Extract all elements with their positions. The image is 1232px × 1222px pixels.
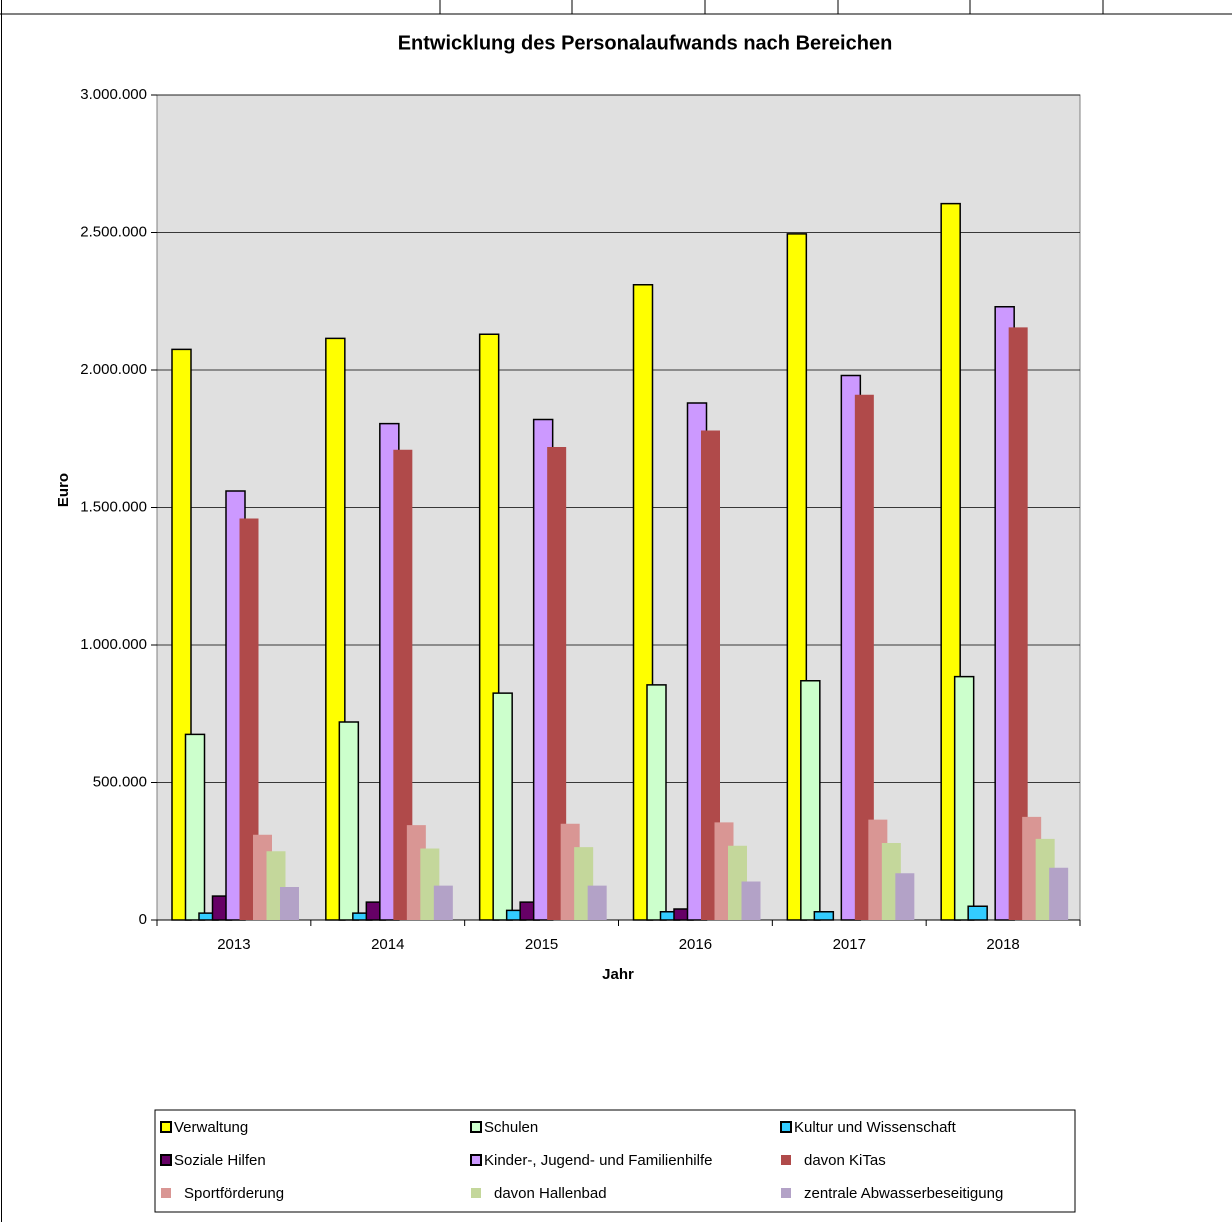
bar xyxy=(895,873,915,920)
x-axis-title: Jahr xyxy=(602,966,634,983)
bar xyxy=(1008,327,1028,920)
legend-swatch xyxy=(470,1154,482,1166)
bar xyxy=(813,911,835,921)
y-tick-label: 2.000.000 xyxy=(80,361,147,378)
bar xyxy=(547,447,567,920)
legend-label: zentrale Abwasserbeseitigung xyxy=(804,1185,1003,1202)
legend-swatch xyxy=(780,1121,792,1133)
legend-label: Kultur und Wissenschaft xyxy=(794,1119,957,1136)
legend xyxy=(154,1109,1076,1213)
legend-label: davon KiTas xyxy=(804,1152,886,1169)
bar xyxy=(184,733,206,921)
bar xyxy=(646,684,667,921)
legend-swatch xyxy=(470,1121,482,1133)
legend-label: davon Hallenbad xyxy=(494,1185,607,1202)
legend-label: Schulen xyxy=(484,1119,538,1136)
legend-swatch xyxy=(160,1154,172,1166)
x-tick-label: 2013 xyxy=(217,936,250,953)
bar xyxy=(338,721,360,921)
x-tick-label: 2016 xyxy=(679,936,712,953)
bar xyxy=(854,394,874,920)
legend-label: Sportförderung xyxy=(184,1185,284,1202)
bar xyxy=(1049,867,1069,920)
bar xyxy=(701,430,720,920)
bar xyxy=(800,680,821,921)
legend-label: Verwaltung xyxy=(174,1119,248,1136)
x-tick-label: 2018 xyxy=(986,936,1019,953)
legend-swatch xyxy=(161,1188,171,1198)
y-tick-label: 1.500.000 xyxy=(80,498,147,515)
legend-swatch xyxy=(471,1188,481,1198)
legend-label: Soziale Hilfen xyxy=(174,1152,266,1169)
y-tick-label: 1.000.000 xyxy=(80,636,147,653)
bar xyxy=(280,887,299,920)
legend-swatch xyxy=(160,1121,172,1133)
legend-label: Kinder-, Jugend- und Familienhilfe xyxy=(484,1152,712,1169)
bar xyxy=(741,881,761,920)
bar xyxy=(433,885,453,920)
y-tick-label: 500.000 xyxy=(93,773,147,790)
x-tick-label: 2015 xyxy=(525,936,558,953)
bar xyxy=(953,675,975,921)
bar xyxy=(393,449,413,920)
bar xyxy=(492,692,513,921)
bar xyxy=(967,905,988,921)
legend-swatch xyxy=(781,1155,791,1165)
x-tick-label: 2014 xyxy=(371,936,404,953)
chart-title: Entwicklung des Personalaufwands nach Be… xyxy=(398,32,893,54)
legend-swatch xyxy=(781,1188,791,1198)
y-tick-label: 0 xyxy=(139,911,147,928)
y-tick-label: 3.000.000 xyxy=(80,86,147,103)
y-tick-label: 2.500.000 xyxy=(80,223,147,240)
y-axis-title: Euro xyxy=(55,473,72,507)
bar xyxy=(587,885,607,920)
x-tick-label: 2017 xyxy=(833,936,866,953)
bar xyxy=(239,518,259,920)
